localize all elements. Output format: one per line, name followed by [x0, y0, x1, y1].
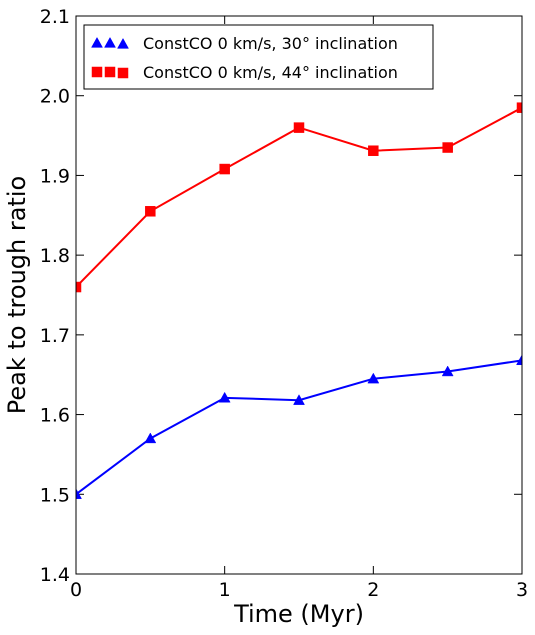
series-1-point [76, 281, 82, 293]
tick-labels: 0 1 2 3 1.4 1.5 1.6 1.7 1.8 1.9 2.0 2.1 [40, 6, 528, 601]
legend-marker-0 [91, 36, 103, 48]
y-tick-label: 2.1 [40, 6, 70, 28]
series-1-line [76, 106, 522, 288]
y-tick-label: 1.7 [40, 325, 70, 347]
legend-box [83, 24, 434, 90]
legend: ConstCO 0 km/s, 30° inclination ConstCO … [83, 24, 434, 90]
series-1-point [145, 206, 156, 217]
y-tick-label: 1.4 [40, 564, 70, 586]
series-0-point [441, 365, 454, 377]
legend-marker-1 [117, 67, 129, 79]
y-tick-label: 2.0 [40, 86, 70, 108]
series-1-point [442, 142, 453, 153]
series-1-point [516, 102, 522, 113]
x-axis-label: Time (Myr) [233, 600, 364, 628]
x-tick-label: 1 [219, 579, 231, 601]
y-tick-label: 1.8 [40, 245, 70, 267]
series-1-point [293, 122, 305, 133]
series-1-point [219, 163, 230, 175]
y-tick-label: 1.6 [40, 405, 70, 427]
series-0-point [367, 372, 380, 384]
legend-marker-series-1 [91, 66, 129, 79]
series-layer [76, 102, 522, 499]
y-axis-label: Peak to trough ratio [3, 176, 31, 414]
x-tick-label: 3 [516, 579, 528, 601]
legend-label-series-0: ConstCO 0 km/s, 30° inclination [143, 34, 398, 53]
series-0-point [516, 354, 522, 366]
legend-marker-1 [104, 66, 116, 78]
legend-marker-1 [91, 66, 103, 78]
legend-marker-series-0 [91, 36, 129, 49]
series-0-point [218, 391, 231, 403]
axis-ticks [75, 15, 523, 575]
series-0-point [293, 394, 305, 405]
series-0-point [144, 432, 157, 444]
legend-marker-0 [117, 37, 129, 49]
x-tick-label: 2 [367, 579, 379, 601]
series-0-line [76, 359, 522, 496]
x-tick-label: 0 [70, 579, 82, 601]
legend-marker-0 [104, 36, 116, 48]
series-0-point [76, 488, 82, 499]
legend-label-series-1: ConstCO 0 km/s, 44° inclination [143, 63, 398, 82]
plot-frame [75, 15, 523, 575]
y-tick-label: 1.5 [40, 484, 70, 506]
series-1-point [368, 145, 379, 156]
y-tick-label: 1.9 [40, 165, 70, 187]
